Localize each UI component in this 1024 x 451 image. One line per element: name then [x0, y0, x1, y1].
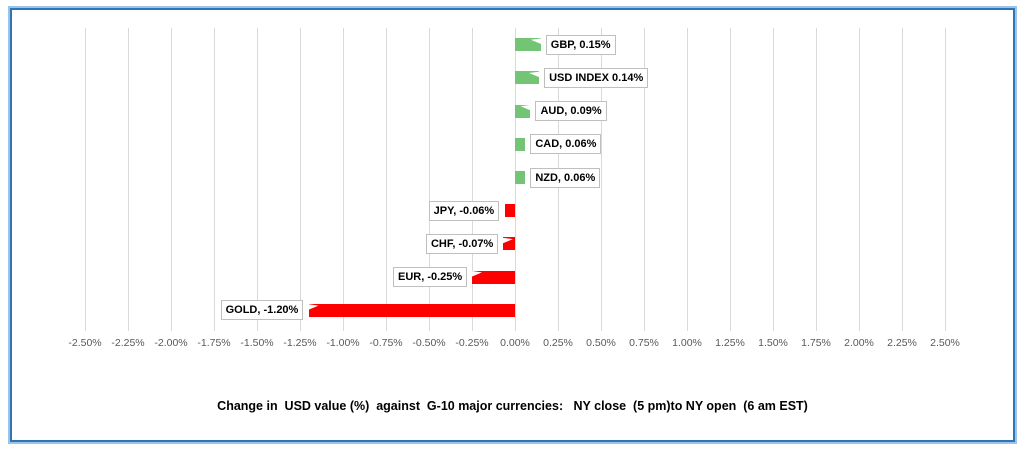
bar-gold [308, 303, 515, 317]
data-label-nzd: NZD, 0.06% [530, 167, 601, 188]
x-tick-label: -1.50% [240, 337, 274, 349]
data-label-cad: CAD, 0.06% [530, 134, 602, 155]
gridline [127, 28, 129, 331]
gridline [944, 28, 946, 331]
gridline [858, 28, 860, 331]
data-label-gbp: GBP, 0.15% [545, 34, 616, 55]
x-tick-label: 1.25% [715, 337, 745, 349]
gridline [84, 28, 86, 331]
x-tick-label: -1.00% [326, 337, 360, 349]
label-callout-wedge [302, 303, 319, 313]
chart-frame: GBP, 0.15% USD INDEX 0.14% AUD, 0.09% CAD, … [8, 6, 1017, 444]
label-callout-wedge [520, 104, 537, 113]
gridline [342, 28, 344, 331]
gridline [772, 28, 774, 331]
data-label-aud: AUD, 0.09% [535, 101, 607, 122]
data-label-usd-index: USD INDEX 0.14% [544, 67, 649, 88]
gridline [686, 28, 688, 331]
gridline [385, 28, 387, 331]
gridline [600, 28, 602, 331]
bar-cad [515, 137, 526, 151]
x-tick-label: -1.25% [283, 337, 317, 349]
x-tick-label: 0.25% [543, 337, 573, 349]
chart-title: Change in USD value (%) against G-10 maj… [217, 399, 808, 413]
gridline [213, 28, 215, 331]
bar-eur [472, 270, 515, 284]
x-tick-label: 1.75% [801, 337, 831, 349]
label-callout-wedge [530, 37, 547, 47]
bar-gbp [515, 38, 541, 52]
x-tick-label: 2.50% [930, 337, 960, 349]
gridline [815, 28, 817, 331]
bar-jpy [504, 204, 515, 218]
label-callout-wedge [466, 270, 482, 279]
data-label-gold: GOLD, -1.20% [220, 300, 304, 321]
gridline [643, 28, 645, 331]
gridline [729, 28, 731, 331]
bar-nzd [515, 171, 526, 184]
x-tick-label: -0.50% [412, 337, 446, 349]
chart-plot-area: GBP, 0.15% USD INDEX 0.14% AUD, 0.09% CAD, … [12, 10, 1013, 440]
gridline [170, 28, 172, 331]
gridline [471, 28, 473, 331]
gridline [428, 28, 430, 331]
x-tick-label: 1.50% [758, 337, 788, 349]
x-tick-label: 0.50% [586, 337, 616, 349]
gridline [901, 28, 903, 331]
label-callout-wedge [496, 236, 513, 246]
gridline [256, 28, 258, 331]
x-tick-label: -2.50% [68, 337, 102, 349]
x-tick-label: -0.25% [455, 337, 489, 349]
data-label-jpy: JPY, -0.06% [428, 200, 500, 221]
x-tick-label: -0.75% [369, 337, 403, 349]
gridline [299, 28, 301, 331]
data-label-eur: EUR, -0.25% [393, 267, 468, 288]
x-tick-label: -2.00% [154, 337, 188, 349]
x-tick-label: -2.25% [111, 337, 145, 349]
x-tick-label: 2.00% [844, 337, 874, 349]
label-callout-wedge [529, 70, 546, 80]
data-label-chf: CHF, -0.07% [425, 233, 499, 254]
x-tick-label: 2.25% [887, 337, 917, 349]
x-tick-label: 0.75% [629, 337, 659, 349]
x-tick-label: -1.75% [197, 337, 231, 349]
x-tick-label: 1.00% [672, 337, 702, 349]
x-tick-label: 0.00% [500, 337, 530, 349]
